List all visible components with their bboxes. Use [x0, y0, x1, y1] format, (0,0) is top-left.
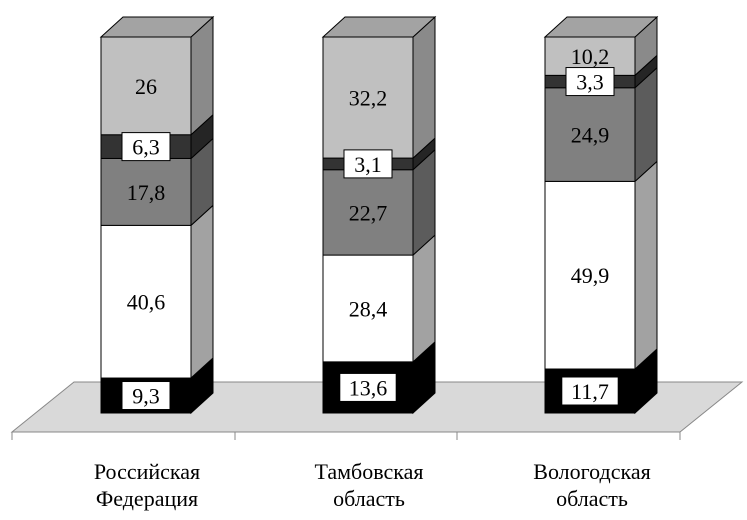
- data-label: 9,3: [132, 384, 160, 409]
- data-label: 28,4: [349, 296, 388, 321]
- data-label: 11,7: [571, 379, 609, 404]
- bar-stack: 11,7 49,9 24,9 3,310,2: [543, 15, 659, 415]
- data-label: 6,3: [132, 135, 160, 160]
- data-label-box: [565, 67, 615, 97]
- data-label: 32,2: [349, 86, 388, 111]
- bar-segment-side: [412, 233, 436, 363]
- data-label: 40,6: [127, 290, 166, 315]
- bar-segment: [100, 224, 192, 379]
- category-label-line: область: [556, 486, 628, 511]
- category-label-line: Вологодская: [533, 459, 651, 484]
- data-label-box: [121, 381, 171, 411]
- bar-segment: [544, 87, 636, 182]
- bar-segment-side: [412, 15, 436, 160]
- data-label-box: [561, 376, 619, 406]
- bar-segment: [322, 254, 414, 363]
- bars-layer: 9,3 40,6 17,8 6,3 26 13,6 28,4 22,7 3,1 32,2 11,7 4…: [99, 15, 659, 415]
- bar-segment-side: [190, 204, 214, 380]
- category-label-line: Российская: [93, 459, 201, 484]
- data-label: 49,9: [571, 263, 610, 288]
- category-label-1: Тамбовская область: [279, 458, 459, 512]
- data-label: 3,3: [576, 70, 604, 95]
- data-label: 22,7: [349, 200, 388, 225]
- bar-segment-side: [634, 160, 658, 371]
- bar-segment: [322, 169, 414, 256]
- category-label-line: Тамбовская: [314, 459, 424, 484]
- data-label-box: [339, 372, 397, 402]
- bar-segment: [322, 36, 414, 159]
- bar-stack: 9,3 40,6 17,8 6,3 26: [99, 15, 215, 415]
- data-label: 10,2: [571, 44, 610, 69]
- bar-top-face: [321, 16, 437, 38]
- bar-top-face: [99, 16, 215, 38]
- bar-segment: [544, 180, 636, 370]
- category-label-2: Вологодская область: [502, 458, 682, 512]
- data-label-box: [343, 149, 393, 179]
- data-label: 17,8: [127, 180, 166, 205]
- data-label: 3,1: [354, 152, 382, 177]
- bar-segment: [100, 157, 192, 226]
- data-label: 13,6: [349, 375, 388, 400]
- data-label: 24,9: [571, 123, 610, 148]
- category-label-0: Российская Федерация: [57, 458, 237, 512]
- bar-stack: 13,6 28,4 22,7 3,1 32,2: [321, 15, 437, 415]
- category-label-line: Федерация: [95, 486, 199, 511]
- category-label-line: область: [333, 486, 405, 511]
- bar-top-face: [543, 16, 659, 38]
- data-label-box: [121, 132, 171, 162]
- data-label: 26: [135, 74, 157, 99]
